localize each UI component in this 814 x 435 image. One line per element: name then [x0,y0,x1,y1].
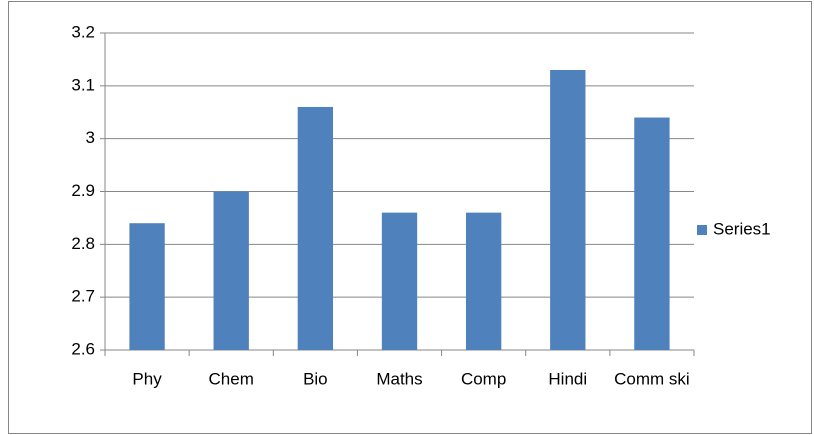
x-tick-label: Bio [303,369,328,388]
bar [465,212,502,350]
y-tick-label: 2.6 [71,339,95,358]
y-tick-label: 2.9 [71,181,95,200]
x-tick-label: Comm ski [614,369,690,388]
bar [550,69,586,350]
x-tick-label: Maths [376,369,422,388]
legend-swatch [697,225,707,235]
y-tick-label: 3.2 [71,22,95,41]
y-tick-label: 3.1 [71,75,95,94]
bar [129,223,165,350]
x-tick-label: Hindi [548,369,587,388]
bar [213,191,249,350]
y-tick-label: 2.7 [71,287,95,306]
bar [381,212,418,350]
x-tick-label: Chem [209,369,254,388]
bar [634,117,670,351]
y-tick-label: 2.8 [71,234,95,253]
legend-label: Series1 [713,219,771,238]
bar [297,106,334,350]
x-tick-label: Comp [461,369,506,388]
x-tick-label: Phy [132,369,162,388]
y-tick-label: 3 [86,128,95,147]
